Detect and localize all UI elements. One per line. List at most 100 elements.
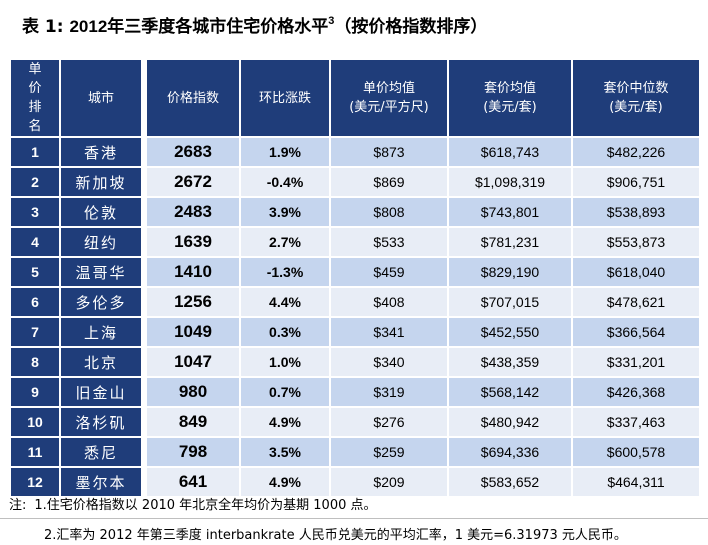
footnote-label: 注: <box>9 498 27 513</box>
unit-price-cell: $341 <box>329 316 449 348</box>
table-row: 3 伦敦 2483 3.9% $808 $743,801 $538,893 <box>9 196 701 228</box>
change-cell: 0.3% <box>239 316 331 348</box>
unit-price-cell: $459 <box>329 256 449 288</box>
header-index: 价格指数 <box>145 58 241 138</box>
header-city: 城市 <box>59 58 143 138</box>
city-cell: 上海 <box>59 316 143 348</box>
footnote-1-text: 1.住宅价格指数以 2010 年北京全年均价为基期 1000 点。 <box>34 498 377 513</box>
gap-cell <box>141 226 147 258</box>
median-price-cell: $906,751 <box>571 166 701 198</box>
footnote-2: 2.汇率为 2012 年第三季度 interbankrate 人民币兑美元的平均… <box>44 528 627 543</box>
unit-price-cell: $873 <box>329 136 449 168</box>
set-price-cell: $618,743 <box>447 136 573 168</box>
gap-cell <box>141 436 147 468</box>
header-median-label: 套价中位数 <box>603 81 669 96</box>
rank-cell: 7 <box>9 316 61 348</box>
gap-cell <box>141 286 147 318</box>
city-cell: 温哥华 <box>59 256 143 288</box>
table-row: 1 香港 2683 1.9% $873 $618,743 $482,226 <box>9 136 701 168</box>
unit-price-cell: $259 <box>329 436 449 468</box>
price-index-cell: 849 <box>145 406 241 438</box>
rank-cell: 4 <box>9 226 61 258</box>
header-rank: 单价排名 <box>9 58 61 138</box>
rank-cell: 12 <box>9 466 61 498</box>
change-cell: 4.4% <box>239 286 331 318</box>
city-cell: 北京 <box>59 346 143 378</box>
header-set-price-label: 套价均值 <box>483 81 536 96</box>
price-index-cell: 1049 <box>145 316 241 348</box>
header-gap <box>141 58 147 138</box>
gap-cell <box>141 196 147 228</box>
header-row: 单价排名 城市 价格指数 环比涨跌 单价均值 (美元/平方尺) 套价均值 (美元… <box>9 58 701 138</box>
gap-cell <box>141 406 147 438</box>
table-row: 12 墨尔本 641 4.9% $209 $583,652 $464,311 <box>9 466 701 498</box>
price-index-cell: 2483 <box>145 196 241 228</box>
rank-cell: 9 <box>9 376 61 408</box>
table-row: 10 洛杉矶 849 4.9% $276 $480,942 $337,463 <box>9 406 701 438</box>
title-prefix: 表 1: <box>22 17 64 37</box>
header-change: 环比涨跌 <box>239 58 331 138</box>
price-index-cell: 2672 <box>145 166 241 198</box>
change-cell: -1.3% <box>239 256 331 288</box>
price-index-cell: 641 <box>145 466 241 498</box>
change-cell: -0.4% <box>239 166 331 198</box>
set-price-cell: $438,359 <box>447 346 573 378</box>
price-index-cell: 1256 <box>145 286 241 318</box>
gap-cell <box>141 256 147 288</box>
median-price-cell: $600,578 <box>571 436 701 468</box>
change-cell: 4.9% <box>239 466 331 498</box>
median-price-cell: $464,311 <box>571 466 701 498</box>
median-price-cell: $538,893 <box>571 196 701 228</box>
header-unit-price: 单价均值 (美元/平方尺) <box>329 58 449 138</box>
change-cell: 1.0% <box>239 346 331 378</box>
table-row: 4 纽约 1639 2.7% $533 $781,231 $553,873 <box>9 226 701 258</box>
change-cell: 4.9% <box>239 406 331 438</box>
table-row: 8 北京 1047 1.0% $340 $438,359 $331,201 <box>9 346 701 378</box>
gap-cell <box>141 346 147 378</box>
median-price-cell: $618,040 <box>571 256 701 288</box>
unit-price-cell: $533 <box>329 226 449 258</box>
set-price-cell: $694,336 <box>447 436 573 468</box>
rank-cell: 11 <box>9 436 61 468</box>
price-index-cell: 1047 <box>145 346 241 378</box>
footnote-divider <box>0 518 708 519</box>
header-unit-price-label: 单价均值 <box>362 81 415 96</box>
set-price-cell: $480,942 <box>447 406 573 438</box>
gap-cell <box>141 376 147 408</box>
city-cell: 旧金山 <box>59 376 143 408</box>
rank-cell: 2 <box>9 166 61 198</box>
price-index-cell: 2683 <box>145 136 241 168</box>
set-price-cell: $743,801 <box>447 196 573 228</box>
unit-price-cell: $276 <box>329 406 449 438</box>
unit-price-cell: $408 <box>329 286 449 318</box>
header-median-unit: (美元/套) <box>609 100 663 115</box>
change-cell: 3.5% <box>239 436 331 468</box>
table-title: 表 1: 2012年三季度各城市住宅价格水平3（按价格指数排序） <box>22 10 487 38</box>
city-cell: 伦敦 <box>59 196 143 228</box>
set-price-cell: $583,652 <box>447 466 573 498</box>
unit-price-cell: $340 <box>329 346 449 378</box>
table-row: 2 新加坡 2672 -0.4% $869 $1,098,319 $906,751 <box>9 166 701 198</box>
price-index-cell: 1410 <box>145 256 241 288</box>
change-cell: 3.9% <box>239 196 331 228</box>
city-cell: 纽约 <box>59 226 143 258</box>
rank-cell: 10 <box>9 406 61 438</box>
city-cell: 多伦多 <box>59 286 143 318</box>
table-row: 9 旧金山 980 0.7% $319 $568,142 $426,368 <box>9 376 701 408</box>
city-cell: 新加坡 <box>59 166 143 198</box>
set-price-cell: $707,015 <box>447 286 573 318</box>
header-set-price-unit: (美元/套) <box>483 100 537 115</box>
header-unit-price-unit: (美元/平方尺) <box>349 100 429 115</box>
median-price-cell: $366,564 <box>571 316 701 348</box>
median-price-cell: $426,368 <box>571 376 701 408</box>
rank-cell: 1 <box>9 136 61 168</box>
median-price-cell: $478,621 <box>571 286 701 318</box>
set-price-cell: $452,550 <box>447 316 573 348</box>
city-cell: 香港 <box>59 136 143 168</box>
gap-cell <box>141 316 147 348</box>
median-price-cell: $553,873 <box>571 226 701 258</box>
median-price-cell: $482,226 <box>571 136 701 168</box>
unit-price-cell: $319 <box>329 376 449 408</box>
rank-cell: 6 <box>9 286 61 318</box>
gap-cell <box>141 136 147 168</box>
